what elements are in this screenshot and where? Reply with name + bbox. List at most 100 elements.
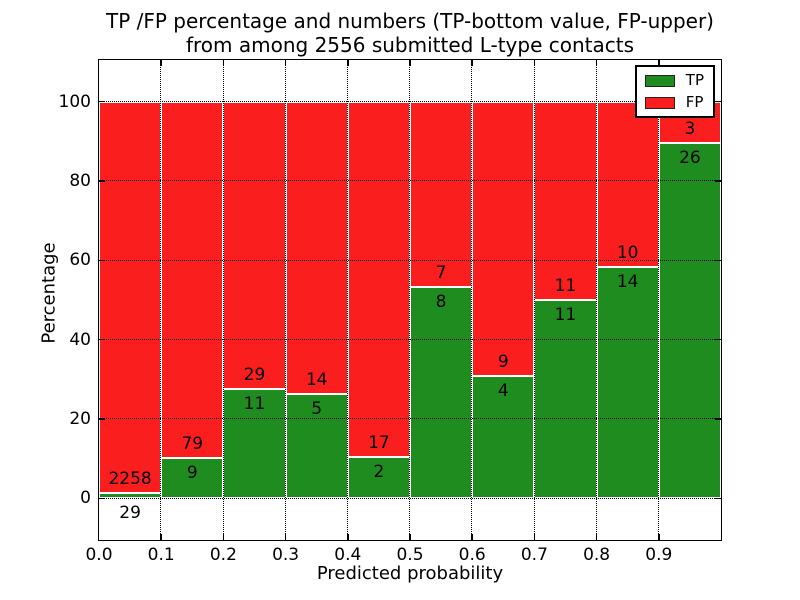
x-gridline <box>347 60 348 540</box>
tp-count-label: 9 <box>186 462 198 483</box>
bar-tp-segment <box>410 286 473 499</box>
y-tick-mark <box>99 418 105 420</box>
x-tick-mark <box>409 534 411 540</box>
y-tick-label: 60 <box>69 250 91 271</box>
y-tick-mark <box>99 497 105 500</box>
y-tick-mark <box>715 497 721 500</box>
tp-count-label: 26 <box>679 147 701 168</box>
y-tick-mark <box>99 338 105 341</box>
x-tick-mark <box>222 534 225 540</box>
legend-item: TP <box>644 71 704 89</box>
x-gridline <box>471 60 473 540</box>
x-tick-mark <box>222 60 225 66</box>
tp-count-label: 14 <box>616 271 639 292</box>
x-tick-mark <box>160 534 162 540</box>
x-tick-label: 0.6 <box>458 545 486 565</box>
bar-fp-segment <box>99 101 162 494</box>
x-tick-mark <box>160 60 162 66</box>
x-gridline <box>409 60 411 540</box>
x-tick-mark <box>347 534 349 540</box>
bar-fp-segment <box>347 101 410 457</box>
x-gridline <box>533 60 535 540</box>
x-tick-label: 0.5 <box>396 545 424 565</box>
x-tick-mark <box>347 60 349 66</box>
bar-fp-segment <box>534 101 597 300</box>
tp-count-label: 11 <box>243 394 266 415</box>
tp-count-label: 8 <box>435 291 447 312</box>
chart-title-line2: from among 2556 submitted L-type contact… <box>185 33 635 57</box>
x-tick-mark <box>284 534 287 540</box>
legend: TP FP <box>634 65 715 118</box>
y-tick-label: 100 <box>58 91 91 112</box>
fp-count-label: 17 <box>368 432 390 453</box>
y-tick-label: 20 <box>69 409 91 429</box>
fp-count-label: 10 <box>616 242 639 263</box>
x-tick-label: 0.7 <box>520 545 548 565</box>
bar-fp-segment <box>472 101 535 377</box>
y-tick-label: 40 <box>69 329 91 350</box>
y-tick-mark <box>99 100 105 103</box>
x-axis-label: Predicted probability <box>316 563 504 584</box>
legend-item: FP <box>644 93 704 111</box>
chart-title-line1: TP /FP percentage and numbers (TP-bottom… <box>106 9 714 33</box>
x-tick-label: 0.8 <box>583 545 611 565</box>
x-tick-label: 0.0 <box>85 545 113 565</box>
legend-swatch-tp <box>644 74 675 87</box>
bar-fp-segment <box>285 101 348 394</box>
y-tick-mark <box>715 259 721 262</box>
x-tick-mark <box>595 60 598 66</box>
bar-fp-segment <box>161 101 224 458</box>
plot-area: TP FP 2258 29 79 9 29 11 14 5 17 2 7 8 9 4 11 11 10 14 3 26 <box>98 59 722 541</box>
fp-count-label: 2258 <box>108 469 152 490</box>
bar-tp-segment <box>223 389 286 499</box>
bar-fp-segment <box>223 101 286 390</box>
y-tick-label: 0 <box>80 488 91 509</box>
fp-count-label: 11 <box>554 276 577 296</box>
y-tick-label: 80 <box>69 170 91 191</box>
x-gridline <box>658 60 659 540</box>
x-gridline <box>160 60 162 540</box>
bar-fp-segment <box>410 101 473 287</box>
x-gridline <box>222 60 224 540</box>
legend-label: TP <box>685 71 704 89</box>
bar-tp-segment <box>596 266 659 499</box>
bar-tp-segment <box>472 376 535 499</box>
fp-count-label: 7 <box>435 262 447 283</box>
fp-count-label: 79 <box>181 433 204 454</box>
tp-count-label: 29 <box>119 503 141 524</box>
y-tick-mark <box>715 418 721 420</box>
x-tick-mark <box>658 534 660 540</box>
y-tick-mark <box>715 180 721 182</box>
x-tick-mark <box>595 534 598 540</box>
y-tick-mark <box>715 338 721 341</box>
x-tick-mark <box>471 60 473 66</box>
x-tick-mark <box>409 60 411 66</box>
x-tick-label: 0.3 <box>272 545 300 565</box>
x-gridline <box>284 60 286 540</box>
legend-swatch-fp <box>644 96 675 109</box>
x-tick-mark <box>471 534 473 540</box>
fp-count-label: 9 <box>497 352 509 373</box>
fp-count-label: 14 <box>305 369 328 390</box>
tp-count-label: 2 <box>373 461 385 482</box>
fp-count-label: 29 <box>243 365 266 386</box>
x-tick-mark <box>284 60 287 66</box>
chart-title: TP /FP percentage and numbers (TP-bottom… <box>99 9 721 57</box>
y-tick-mark <box>99 259 105 262</box>
y-tick-mark <box>99 180 105 182</box>
bar-fp-segment <box>596 101 659 267</box>
bar-tp-segment <box>658 142 721 499</box>
tp-count-label: 5 <box>311 398 323 419</box>
legend-label: FP <box>685 93 704 111</box>
bar-tp-segment <box>534 300 597 499</box>
x-gridline <box>595 60 597 540</box>
x-tick-label: 0.2 <box>209 545 237 565</box>
x-tick-label: 0.1 <box>147 545 175 565</box>
x-tick-label: 0.4 <box>334 545 362 565</box>
x-tick-mark <box>533 534 536 540</box>
x-tick-mark <box>658 60 660 66</box>
tp-count-label: 11 <box>554 305 577 325</box>
tp-count-label: 4 <box>497 381 509 402</box>
x-tick-label: 0.9 <box>645 545 673 565</box>
